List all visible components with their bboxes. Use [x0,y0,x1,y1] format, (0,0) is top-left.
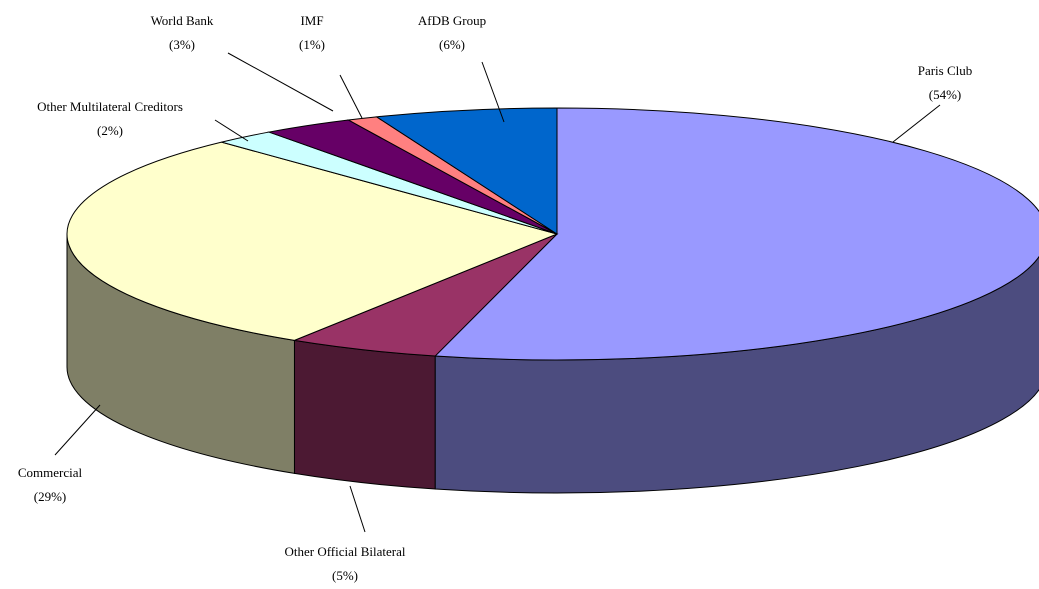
slice-value-label: (6%) [439,37,465,52]
slice-label: IMF [300,13,323,28]
leader-line [227,52,334,112]
leader-line [214,119,249,142]
slice-side [293,339,436,490]
slice [66,141,559,341]
slice-value-label: (3%) [169,37,195,52]
leader-line [481,61,505,123]
slice-value-label: (29%) [34,489,67,504]
slice-label: World Bank [151,13,214,28]
slice [375,107,558,235]
slice [434,107,1039,361]
slice [292,233,558,357]
leader-line [892,104,941,143]
slice-label: AfDB Group [418,13,486,28]
slice-label: Other Multilateral Creditors [37,99,183,114]
leader-line [349,485,366,533]
leader-line [54,404,101,456]
slice-value-label: (54%) [929,87,962,102]
slice-value-label: (1%) [299,37,325,52]
slice-label: Other Official Bilateral [284,544,405,559]
leader-line [339,74,363,119]
slice-value-label: (5%) [332,568,358,583]
slice-value-label: (2%) [97,123,123,138]
slice-label: Paris Club [918,63,973,78]
slice-label: Commercial [18,465,83,480]
